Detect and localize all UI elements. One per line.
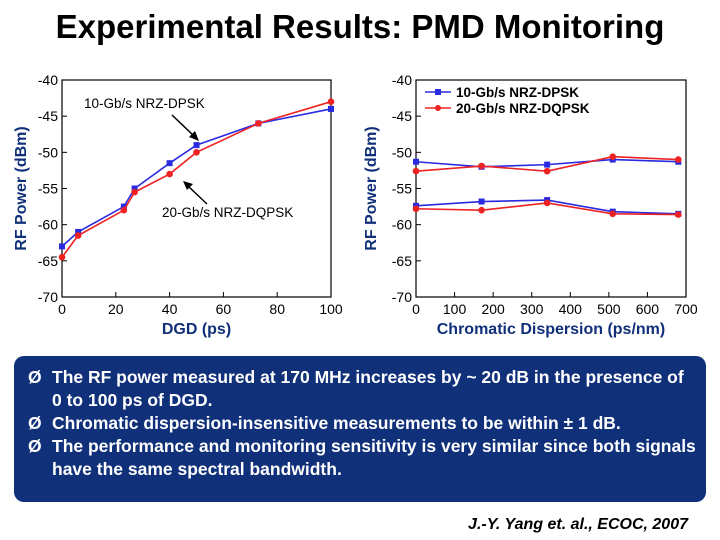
y-tick-label: -65 <box>392 253 412 269</box>
x-tick-label: 200 <box>481 301 505 317</box>
data-point <box>543 199 551 207</box>
x-tick-label: 400 <box>559 301 583 317</box>
citation: J.-Y. Yang et. al., ECOC, 2007 <box>468 516 688 533</box>
series-line <box>61 108 332 247</box>
y-tick-label: -55 <box>38 181 58 197</box>
data-point <box>543 167 551 175</box>
arrow-head-icon <box>183 181 193 190</box>
y-tick-label: -70 <box>392 289 412 305</box>
bullet-text-1: The RF power measured at 170 MHz increas… <box>52 367 684 410</box>
data-point <box>193 142 200 149</box>
data-point <box>327 98 335 105</box>
data-point <box>544 161 551 168</box>
x-tick-label: 40 <box>162 301 178 317</box>
annotation-arrow <box>187 185 208 205</box>
y-tick-label: -55 <box>392 181 412 197</box>
arrow-head-icon <box>189 131 199 141</box>
data-point <box>413 158 419 165</box>
data-point <box>412 205 420 213</box>
data-point <box>674 156 682 163</box>
y-tick-label: -40 <box>392 72 412 88</box>
plot-frame <box>61 79 332 298</box>
y-tick-label: -45 <box>38 108 58 124</box>
legend-label: 20-Gb/s NRZ-DQPSK <box>456 101 590 116</box>
y-tick-label: -45 <box>392 108 412 124</box>
data-point <box>478 162 485 170</box>
data-point <box>120 206 128 214</box>
x-tick-label: 80 <box>269 301 285 317</box>
data-point <box>120 203 127 210</box>
data-point <box>75 228 82 235</box>
x-tick-label: 700 <box>674 301 698 317</box>
data-point <box>131 188 138 196</box>
bullet-1: Ø The RF power measured at 170 MHz incre… <box>28 366 696 412</box>
annotation-arrow <box>171 114 195 137</box>
legend-marker <box>435 105 441 111</box>
x-axis-label: Chromatic Dispersion (ps/nm) <box>437 321 665 338</box>
data-point <box>74 232 82 239</box>
bullet-text-2: Chromatic dispersion-insensitive measure… <box>52 413 621 433</box>
y-tick-label: -65 <box>38 253 58 269</box>
x-tick-label: 60 <box>216 301 232 317</box>
data-point <box>609 153 617 160</box>
bullet-2: Ø Chromatic dispersion-insensitive measu… <box>28 412 696 435</box>
bullet-box: Ø The RF power measured at 170 MHz incre… <box>14 356 706 502</box>
y-tick-label: -60 <box>38 217 58 233</box>
x-tick-label: 0 <box>412 301 420 317</box>
x-tick-label: 100 <box>443 301 467 317</box>
data-point <box>59 243 65 250</box>
y-tick-label: -70 <box>38 289 58 305</box>
bullet-3: Ø The performance and monitoring sensiti… <box>28 435 696 481</box>
y-tick-label: -50 <box>392 144 412 160</box>
chart-2: -70 -65 -60 -55 -50 -45 -40 0 100 200 300 400 500 600… <box>363 72 698 338</box>
data-point <box>193 149 200 156</box>
annotation-dpsk: 10-Gb/s NRZ-DPSK <box>84 96 205 111</box>
data-point <box>58 253 66 261</box>
legend-marker <box>435 89 441 95</box>
x-tick-label: 100 <box>319 301 343 317</box>
legend-label: 10-Gb/s NRZ-DPSK <box>456 85 579 100</box>
bullet-arrow-icon: Ø <box>28 413 42 433</box>
series-line <box>61 100 332 258</box>
data-point <box>412 167 420 175</box>
bullet-text-3: The performance and monitoring sensitivi… <box>52 436 696 479</box>
x-tick-label: 20 <box>108 301 124 317</box>
data-point <box>131 185 138 192</box>
y-tick-label: -50 <box>38 144 58 160</box>
data-point <box>478 206 485 214</box>
x-tick-label: 500 <box>597 301 621 317</box>
bullet-arrow-icon: Ø <box>28 367 42 387</box>
data-point <box>328 105 334 112</box>
annotation-dqpsk: 20-Gb/s NRZ-DQPSK <box>162 205 293 220</box>
data-point <box>166 170 173 178</box>
x-tick-label: 300 <box>520 301 544 317</box>
x-tick-label: 0 <box>58 301 66 317</box>
y-axis-label: RF Power (dBm) <box>13 126 30 250</box>
y-axis-label: RF Power (dBm) <box>363 126 380 250</box>
data-point <box>478 198 485 205</box>
x-axis-label: DGD (ps) <box>162 321 231 338</box>
bullet-arrow-icon: Ø <box>28 436 42 456</box>
data-point <box>674 211 682 218</box>
y-tick-label: -60 <box>392 217 412 233</box>
data-point <box>166 160 173 167</box>
chart-1: -70 -65 -60 -55 -50 -45 -40 0 20 40 60 80 100 DGD (ps… <box>13 72 343 338</box>
slide-title: Experimental Results: PMD Monitoring <box>55 8 665 45</box>
y-tick-label: -40 <box>38 72 58 88</box>
data-point <box>609 210 617 218</box>
data-point <box>255 120 262 127</box>
x-tick-label: 600 <box>636 301 660 317</box>
